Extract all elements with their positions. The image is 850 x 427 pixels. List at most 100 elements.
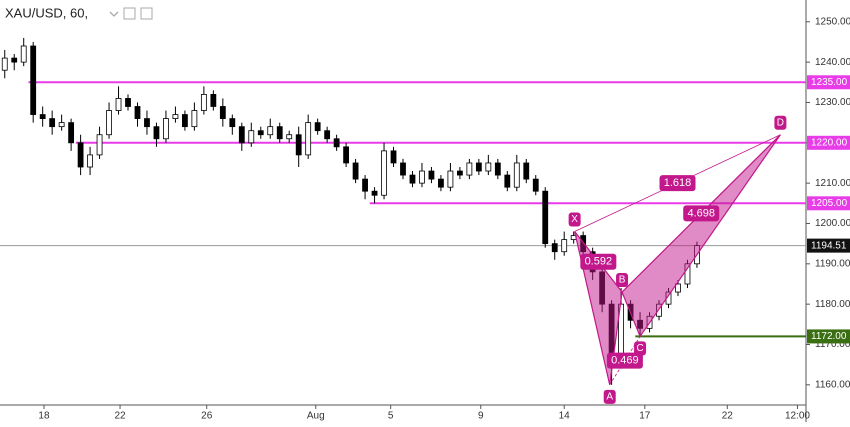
- candle-body: [163, 118, 169, 140]
- candle-body: [200, 93, 207, 111]
- level-box: [807, 75, 850, 90]
- candle-body: [58, 122, 65, 128]
- candle-body: [314, 122, 321, 132]
- candle-body: [475, 162, 482, 172]
- ratio-label: 4.698: [687, 207, 715, 219]
- y-tick-label: 1210.00: [815, 178, 850, 189]
- y-tick-label: 1160.00: [815, 379, 850, 390]
- candle-body: [456, 170, 463, 176]
- candle-body: [96, 134, 103, 156]
- candle-body: [248, 130, 255, 144]
- ratio-box: [606, 352, 643, 369]
- candle-body: [466, 162, 473, 176]
- candle-body: [49, 118, 56, 128]
- candle-body: [134, 106, 141, 119]
- y-tick-label: 1230.00: [815, 97, 850, 108]
- candle-body: [39, 114, 46, 119]
- candle-body: [238, 126, 245, 144]
- candle-body: [542, 190, 549, 245]
- candle-body: [210, 93, 217, 107]
- candle-body: [20, 45, 27, 63]
- level-label: 1235.00: [811, 77, 848, 88]
- x-tick-label: 26: [201, 411, 213, 422]
- axis-layer: 1160.00 1170.00 1180.00 1190.00 1200.00 1210.…: [38, 16, 850, 422]
- candle-body: [191, 110, 198, 128]
- ratio-label: 0.469: [611, 355, 639, 367]
- point-box: [568, 212, 581, 227]
- candle-body: [30, 45, 37, 115]
- point-label: C: [636, 343, 643, 354]
- candle-body: [551, 243, 558, 253]
- candle-body: [68, 122, 75, 144]
- candle-body: [11, 57, 18, 63]
- candle-body: [447, 170, 454, 188]
- pattern-layer: 0.592 0.469 1.618 4.698 X A B C D: [568, 115, 787, 404]
- candle-body: [504, 174, 511, 188]
- level-label: 1205.00: [811, 198, 848, 209]
- x-tick-label: 5: [388, 411, 394, 422]
- candle-body: [523, 162, 530, 180]
- level-label: 1172.00: [811, 331, 847, 342]
- candle-body: [106, 110, 112, 136]
- y-tick-label: 1190.00: [815, 258, 850, 269]
- settings-icon[interactable]: [123, 7, 136, 20]
- ratio-box: [580, 253, 617, 270]
- candle-body: [428, 170, 435, 180]
- title-backdrop: [0, 4, 160, 24]
- candle-body: [419, 170, 425, 184]
- x-tick-label: 22: [722, 411, 734, 422]
- dropdown-icon[interactable]: [109, 11, 119, 17]
- x-tick-label: 9: [478, 411, 484, 422]
- candle-body: [1, 57, 8, 71]
- candle-body: [532, 178, 539, 192]
- x-tick-label: 17: [639, 411, 651, 422]
- candle-body: [438, 178, 444, 188]
- candle-body: [513, 162, 520, 188]
- candle-body: [494, 162, 501, 176]
- candle-body: [144, 118, 150, 128]
- x-tick-label: 22: [114, 411, 126, 422]
- point-box: [603, 389, 616, 404]
- candle-body: [267, 126, 274, 136]
- level-box: [807, 329, 850, 344]
- candle-body: [276, 126, 283, 140]
- candle-body: [409, 174, 416, 184]
- candle-body: [172, 114, 179, 119]
- candle-body: [87, 154, 93, 168]
- candle-body: [561, 239, 568, 253]
- x-tick-label: Aug: [307, 411, 325, 422]
- candle-body: [115, 98, 122, 111]
- y-tick-label: 1170.00: [815, 339, 850, 350]
- x-tick-label: 12:00: [785, 411, 810, 422]
- ratio-label: 0.592: [585, 256, 613, 268]
- candle-body: [485, 162, 492, 172]
- candle-body: [182, 114, 188, 128]
- level-box: [807, 196, 850, 211]
- candle-body: [153, 126, 160, 140]
- candle-body: [400, 162, 406, 176]
- candle-body: [229, 118, 236, 128]
- point-label: D: [777, 117, 784, 128]
- candle-body: [286, 134, 293, 140]
- level-box: [807, 135, 850, 150]
- ratio-box: [659, 175, 696, 192]
- ratio-box: [683, 205, 720, 222]
- x-tick-label: 18: [38, 411, 50, 422]
- point-label: B: [619, 275, 626, 286]
- candle-body: [390, 150, 397, 164]
- level-label: 1220.00: [811, 137, 848, 148]
- point-box: [774, 115, 787, 130]
- candle-body: [295, 134, 302, 156]
- candle-body: [343, 146, 350, 164]
- candle-body: [352, 162, 359, 180]
- hide-icon[interactable]: [140, 7, 153, 20]
- candle-body: [257, 130, 264, 136]
- x-tick-label: 14: [559, 411, 571, 422]
- last-price-label: 1194.51: [811, 240, 847, 251]
- point-label: X: [571, 214, 578, 225]
- ratio-leg: [574, 231, 623, 293]
- point-box: [634, 341, 647, 356]
- chart-title: XAU/USD, 60,: [5, 5, 88, 20]
